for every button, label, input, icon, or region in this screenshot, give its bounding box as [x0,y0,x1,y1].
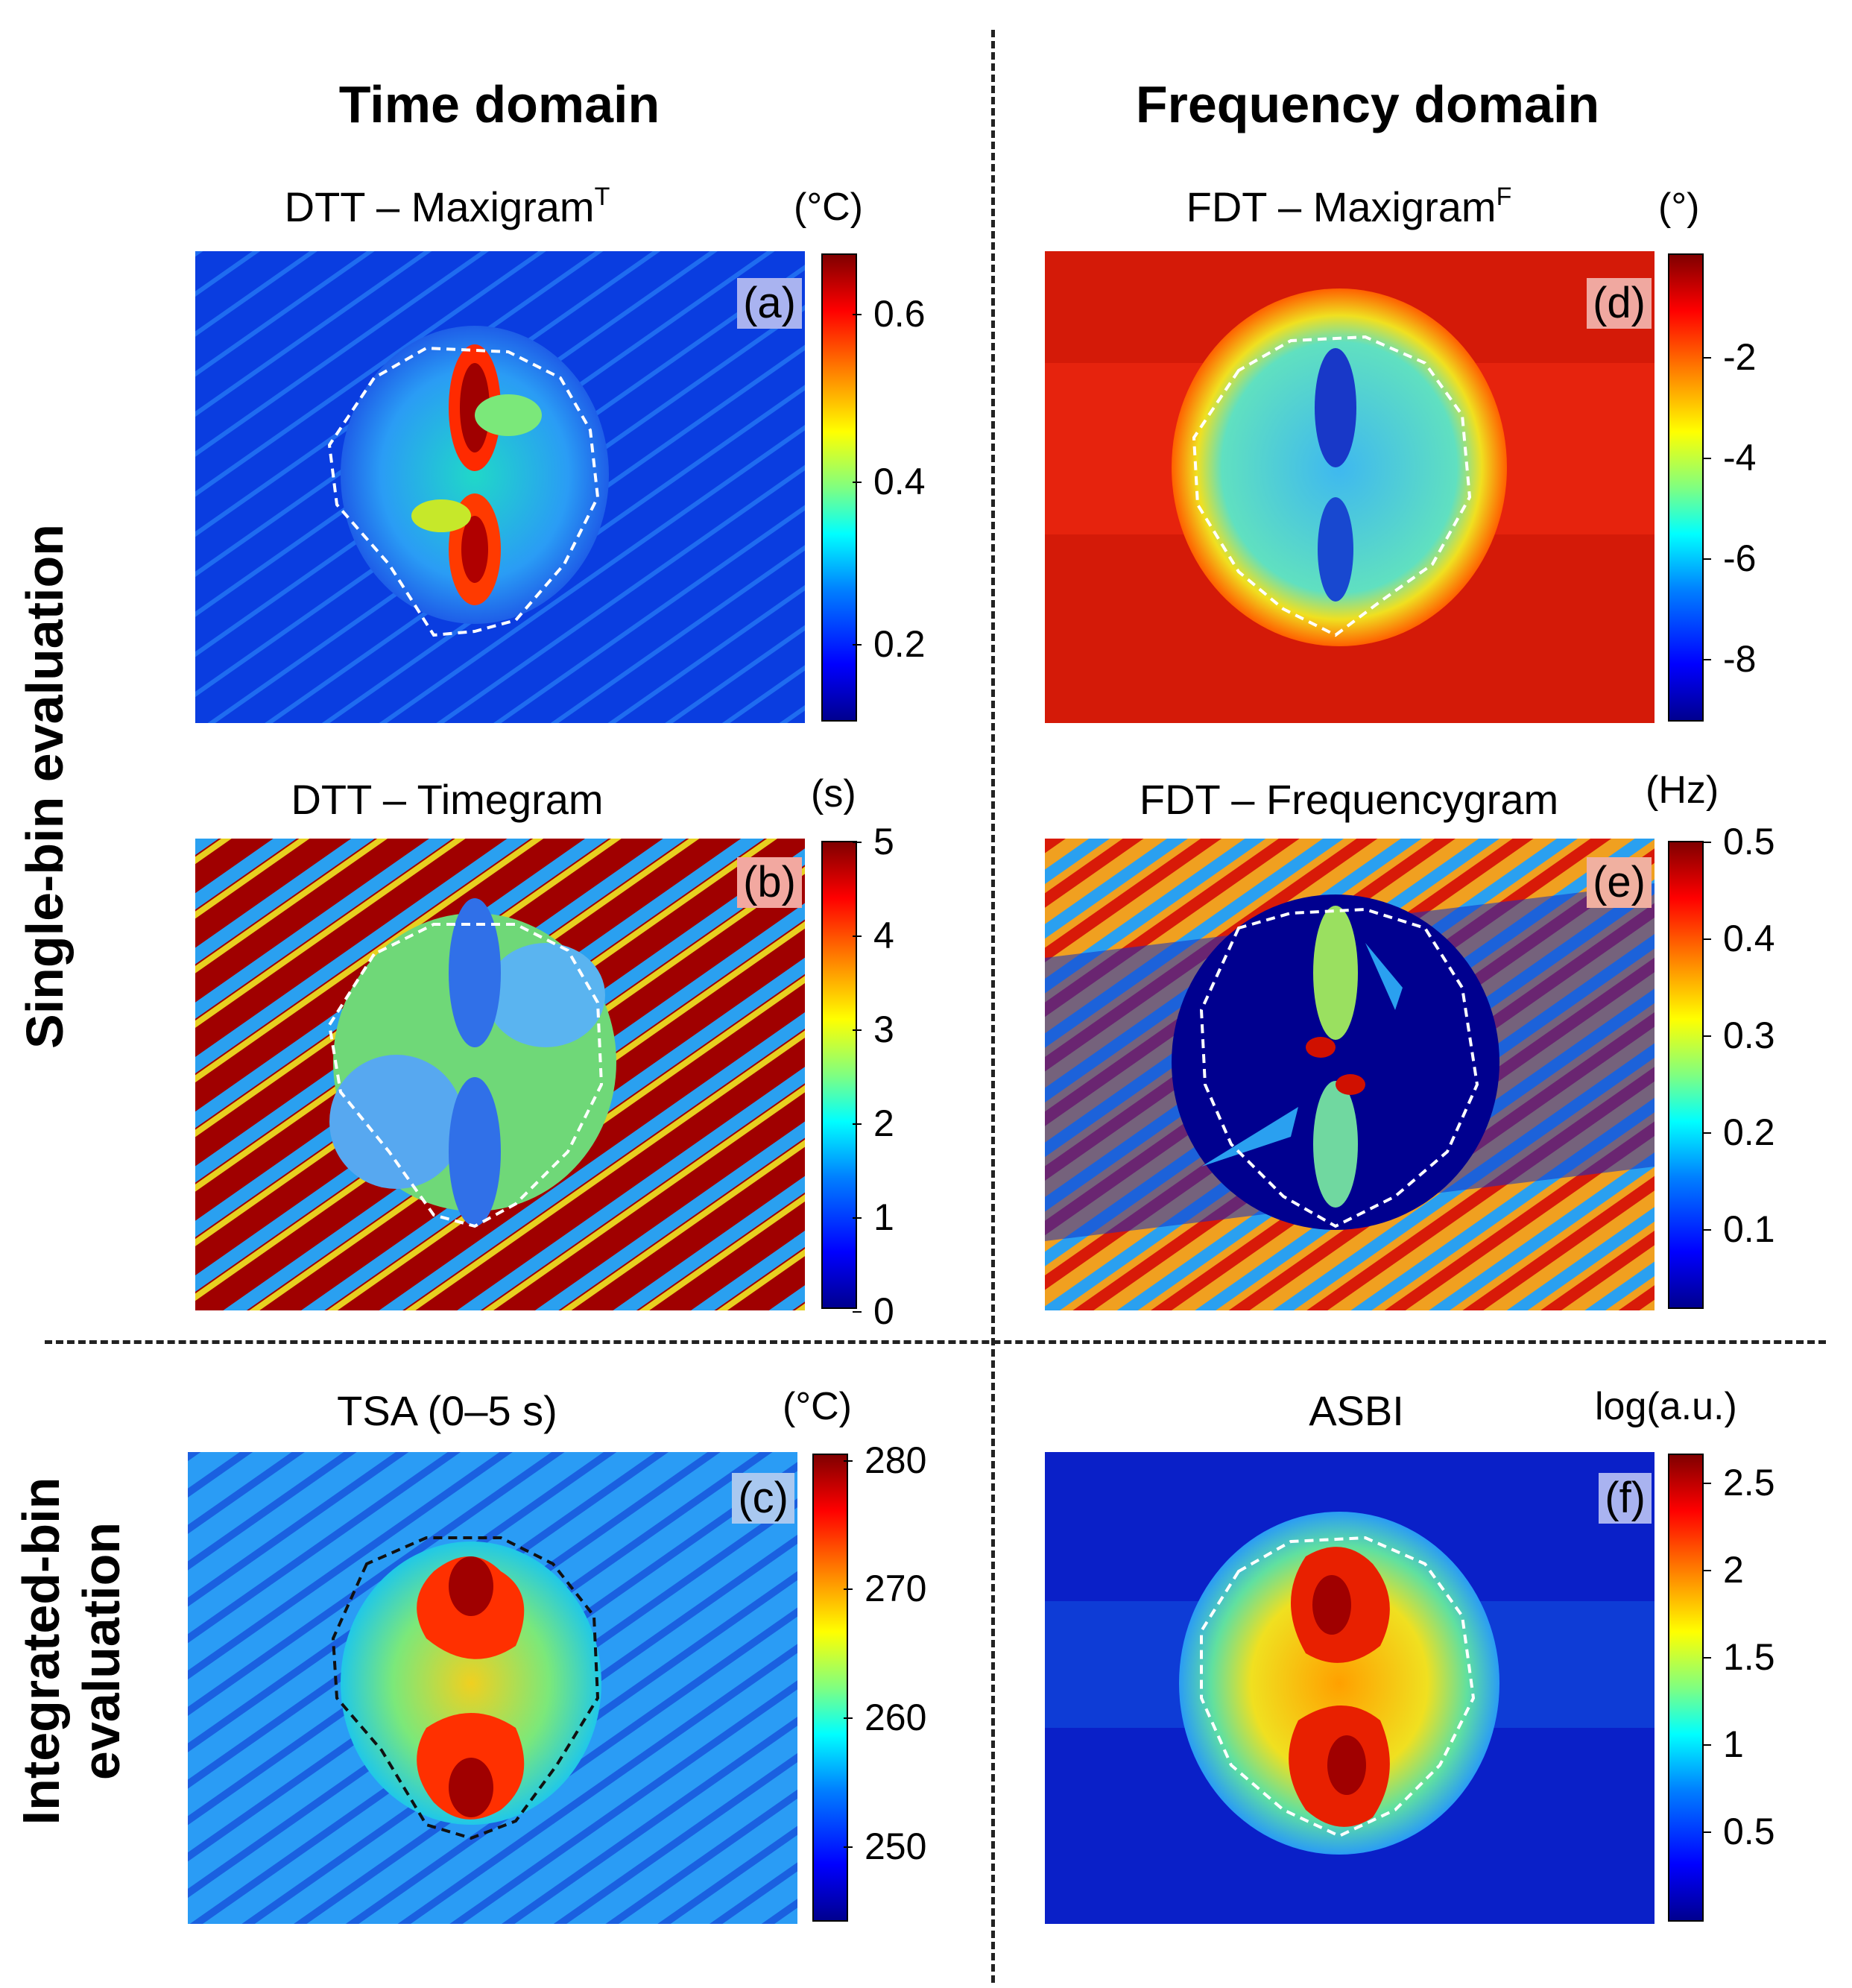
panel-d-label: (d) [1587,278,1652,329]
panel-c-label: (c) [732,1473,794,1524]
panel-c-tick-1: 280 [843,1439,927,1481]
panel-b-title: DTT – Timegram [291,776,604,823]
panel-f-tick-5: 0.5 [1702,1811,1775,1852]
panel-c-colorbar [812,1454,848,1922]
panel-b-colorbar [821,841,857,1309]
row-heading-integrated-bin: Integrated-bin evaluation [11,1383,145,1919]
panel-e-tick-2: 0.4 [1702,918,1775,959]
panel-b-image [195,839,805,1310]
panel-c-image [188,1452,797,1924]
panel-e-label: (e) [1587,857,1652,908]
panel-f-colorbar [1668,1454,1704,1922]
panel-d-title: FDT – MaxigramF [1118,183,1580,231]
panel-e-unit: (Hz) [1646,769,1719,812]
panel-d-unit: (°) [1658,186,1700,229]
panel-e-title: FDT – Frequencygram [1139,776,1559,823]
column-heading-frequency-domain: Frequency domain [1135,75,1600,133]
panel-c-title: TSA (0–5 s) [337,1387,557,1434]
panel-a-map: (a) [195,251,805,723]
panel-a-tick-1: 0.6 [853,293,926,335]
panel-b-label: (b) [737,857,802,908]
panel-d-tick-4: -8 [1701,638,1757,680]
panel-b-map: (b) [195,839,805,1310]
panel-d-map: (d) [1045,251,1655,723]
panel-e-image [1045,839,1655,1310]
panel-a-image [195,251,805,723]
panel-f-unit: log(a.u.) [1595,1385,1737,1428]
panel-c-tick-2: 270 [843,1568,927,1609]
panel-d-tick-1: -2 [1701,336,1757,378]
panel-b-tick-4: 2 [853,1102,894,1144]
panel-e-tick-1: 0.5 [1702,821,1775,862]
panel-e-tick-5: 0.1 [1702,1208,1775,1250]
panel-b-tick-5: 1 [853,1196,894,1238]
horizontal-divider [45,1340,1826,1344]
panel-c-unit: (°C) [783,1385,852,1428]
panel-e-tick-3: 0.3 [1702,1014,1775,1056]
panel-f-label: (f) [1599,1473,1652,1524]
panel-d-colorbar [1668,253,1704,722]
panel-e-tick-4: 0.2 [1702,1111,1775,1153]
panel-f-map: (f) [1045,1452,1655,1924]
panel-c-map: (c) [188,1452,797,1924]
panel-a-unit: (°C) [794,186,863,229]
panel-d-title-text: FDT – Maxigram [1186,183,1497,230]
panel-b-tick-3: 3 [853,1009,894,1050]
row-heading-single-bin: Single-bin evaluation [16,524,74,1049]
panel-a-label: (a) [737,278,802,329]
panel-f-tick-4: 1 [1702,1723,1744,1765]
panel-a-tick-3: 0.2 [853,623,926,665]
panel-a-title-superscript: T [594,183,610,211]
vertical-divider [991,30,995,1983]
panel-b-tick-6: 0 [853,1290,894,1332]
panel-c-tick-4: 250 [843,1826,927,1867]
panel-a-title: DTT – MaxigramT [224,183,671,231]
panel-b-tick-2: 4 [853,915,894,956]
panel-f-tick-2: 2 [1702,1549,1744,1591]
row-heading-integrated-bin-line2: evaluation [72,1521,130,1781]
panel-f-tick-3: 1.5 [1702,1636,1775,1678]
panel-b-tick-1: 5 [853,821,894,862]
panel-a-colorbar [821,253,857,722]
panel-e-map: (e) [1045,839,1655,1310]
panel-d-tick-3: -6 [1701,537,1757,579]
row-heading-integrated-bin-line1: Integrated-bin [12,1477,70,1826]
panel-c-tick-3: 260 [843,1697,927,1738]
panel-d-title-superscript: F [1496,183,1512,211]
panel-d-tick-2: -4 [1701,437,1757,479]
panel-f-tick-1: 2.5 [1702,1462,1775,1503]
panel-f-title: ASBI [1309,1387,1404,1434]
panel-a-title-text: DTT – Maxigram [284,183,595,230]
panel-b-unit: (s) [811,772,856,815]
panel-f-image [1045,1452,1655,1924]
column-heading-time-domain: Time domain [338,75,660,133]
panel-a-tick-2: 0.4 [853,461,926,502]
panel-d-image [1045,251,1655,723]
panel-e-colorbar [1668,841,1704,1309]
